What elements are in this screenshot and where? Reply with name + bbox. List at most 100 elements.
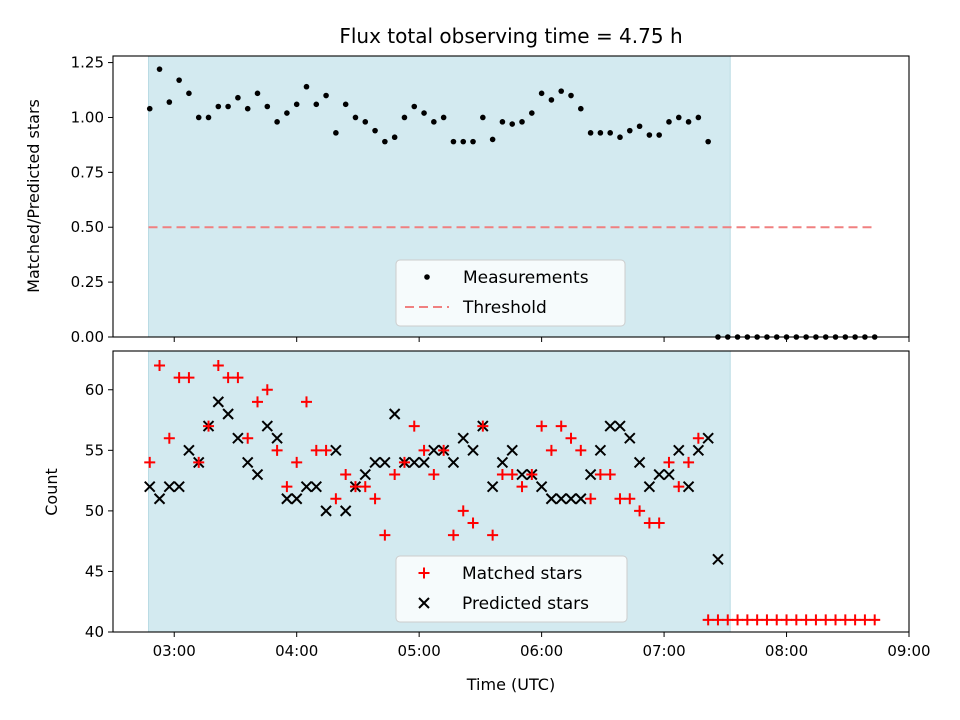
matched-star-point (418, 444, 430, 456)
matched-star-point (193, 456, 205, 468)
predicted-star-point (163, 480, 176, 493)
matched-star-point (398, 456, 410, 468)
matched-star-point (516, 481, 528, 493)
matched-star-point (330, 493, 342, 505)
measurement-point (636, 123, 643, 130)
matched-star-point (212, 360, 224, 372)
matched-star-point (820, 614, 832, 626)
bottom-legend-box (395, 555, 628, 623)
matched-star-point (575, 444, 587, 456)
matched-star-point (634, 505, 646, 517)
legend-matched-label: Matched stars (462, 564, 582, 584)
matched-star-point (144, 456, 156, 468)
matched-star-point (281, 481, 293, 493)
measurement-point (558, 88, 565, 94)
matched-star-point (673, 481, 685, 493)
matched-star-point (839, 614, 851, 626)
matched-star-point (496, 469, 508, 481)
matched-star-point (300, 396, 312, 408)
measurement-point (440, 114, 447, 121)
matched-star-point (389, 469, 401, 481)
top-y-axis-label: Matched/Predicted stars (24, 99, 43, 293)
measurement-point (333, 130, 339, 136)
x-tick-label: 08:00 (765, 642, 808, 660)
matched-star-point (203, 420, 215, 432)
matched-star-point (310, 444, 322, 456)
predicted-star-point (339, 505, 352, 517)
top-legend-box (395, 259, 626, 327)
predicted-star-point (428, 444, 440, 457)
measurement-point (656, 132, 662, 138)
matched-star-point (271, 444, 283, 456)
predicted-star-point (565, 493, 577, 505)
measurement-point (509, 121, 516, 127)
matched-star-point (585, 493, 597, 505)
matched-star-point (830, 614, 842, 626)
matched-star-point (359, 481, 371, 493)
measurement-point (695, 114, 702, 121)
matched-star-point (781, 614, 793, 626)
measurement-point (274, 119, 280, 125)
top-panel: 0.00 0.25 0.50 0.75 1.00 1.25 Measurements Thre… (71, 54, 910, 346)
predicted-star-point (535, 480, 548, 493)
matched-star-point (663, 456, 675, 468)
bottom-y-tick-label: 45 (85, 562, 104, 580)
matched-star-point (457, 505, 469, 517)
measurement-point (176, 77, 182, 83)
x-axis-label: Time (UTC) (466, 675, 555, 694)
predicted-star-point (310, 480, 322, 493)
measurement-point (548, 97, 555, 103)
measurement-point (617, 134, 623, 141)
x-tick-label: 04:00 (275, 642, 318, 660)
matched-star-point (849, 614, 861, 626)
top-y-tick-label: 0.00 (71, 328, 104, 346)
matched-star-point (408, 420, 420, 432)
predicted-star-point (418, 456, 430, 469)
matched-star-point (291, 456, 303, 468)
bottom-panel: 40 45 50 55 60 03:00 04:00 05:00 06:00 07:00 08:00… (85, 351, 931, 660)
x-tick-label: 09:00 (887, 642, 930, 660)
predicted-star-point (320, 505, 332, 517)
top-y-tick-label: 0.50 (71, 218, 104, 236)
measurement-point (685, 119, 692, 125)
legend-matched-marker (418, 567, 430, 579)
matched-star-point (565, 432, 577, 444)
measurement-point (254, 90, 261, 97)
measurement-point (195, 114, 202, 121)
top-y-tick-label: 0.75 (71, 163, 104, 181)
matched-star-point (741, 614, 753, 626)
matched-star-point (320, 444, 332, 456)
matched-star-point (771, 614, 783, 626)
measurement-point (626, 127, 633, 134)
matched-star-point (369, 493, 381, 505)
legend-predicted-label: Predicted stars (462, 594, 589, 614)
matched-star-point (624, 493, 636, 505)
predicted-star-point (594, 444, 607, 457)
matched-star-point (154, 360, 166, 372)
matched-star-point (438, 444, 450, 456)
predicted-star-point (682, 480, 695, 493)
matched-star-point (349, 481, 361, 493)
predicted-star-point (486, 480, 499, 493)
predicted-star-point (330, 444, 342, 457)
matched-star-point (790, 614, 802, 626)
predicted-star-point (555, 493, 567, 505)
matched-star-point (614, 493, 626, 505)
predicted-star-point (467, 444, 479, 457)
top-legend: Measurements Threshold (395, 259, 626, 327)
legend-threshold-label: Threshold (462, 298, 547, 318)
bottom-y-tick-label: 40 (85, 623, 104, 641)
predicted-star-point (624, 432, 636, 444)
matched-star-point (447, 529, 459, 541)
predicted-star-point (506, 444, 518, 457)
measurement-point (568, 92, 574, 99)
legend-measurements-label: Measurements (463, 268, 589, 288)
matched-star-point (653, 517, 665, 529)
matched-star-point (242, 432, 254, 444)
measurement-point (156, 66, 163, 72)
matched-star-point (379, 529, 391, 541)
matched-star-point (536, 420, 548, 432)
predicted-star-point (633, 456, 646, 469)
predicted-star-point (290, 493, 303, 505)
predicted-star-point (222, 408, 234, 420)
